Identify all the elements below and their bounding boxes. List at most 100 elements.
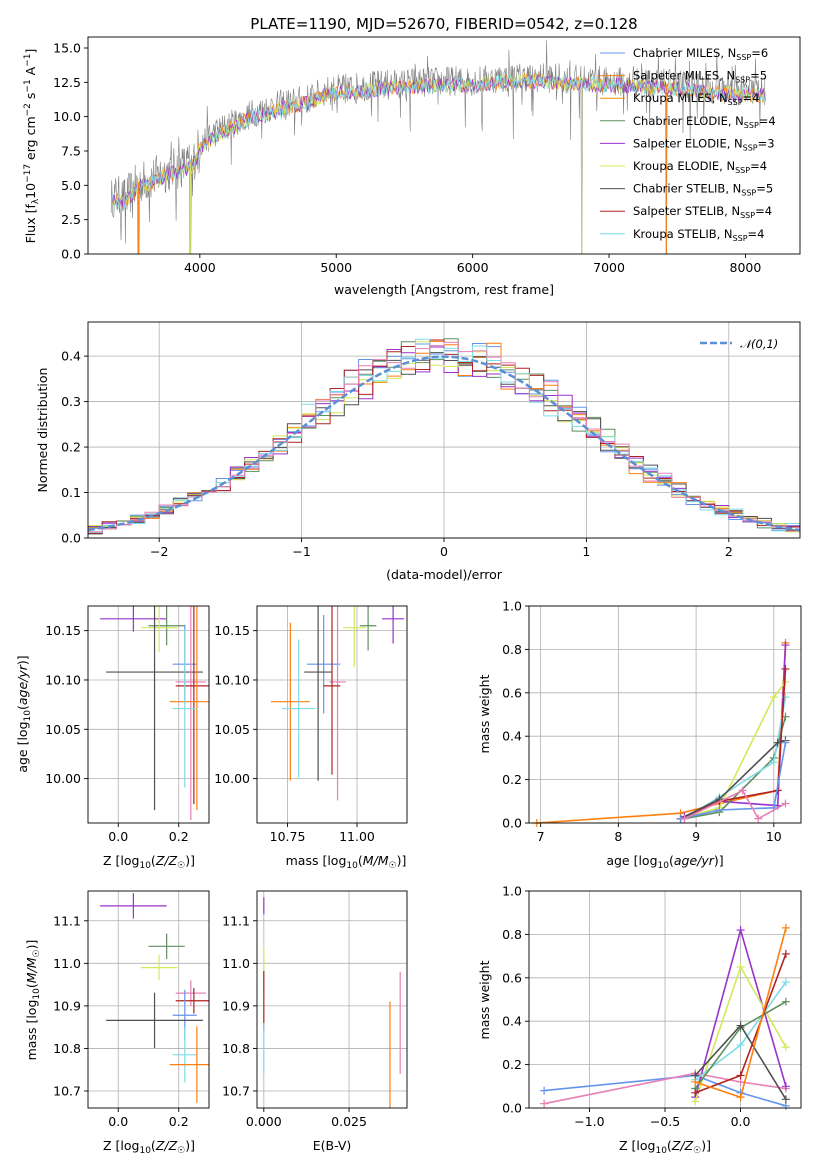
weight-line-pink <box>684 789 786 820</box>
legend-label: Salpeter STELIB, NSSP=4 <box>633 204 772 220</box>
y-tick-label: 0.1 <box>61 485 81 500</box>
legend-count: =5 <box>750 69 767 83</box>
y-tick-label: 5.0 <box>61 178 81 193</box>
weight-marker <box>781 664 790 673</box>
x-tick-label: −2 <box>150 544 168 559</box>
legend-sub: SSP <box>735 76 750 85</box>
weight-marker <box>781 1043 790 1052</box>
legend-label: Chabrier STELIB, NSSP=5 <box>633 182 773 198</box>
weight-marker <box>769 693 778 702</box>
weight-marker <box>781 1095 790 1104</box>
y-tick-label: 0.6 <box>502 970 522 985</box>
weight-marker <box>781 923 790 932</box>
errorbar-points <box>100 893 209 1103</box>
x-tick-label: 7 <box>537 829 545 844</box>
legend-count: =5 <box>756 182 773 196</box>
histogram-pink <box>88 341 800 533</box>
age-vs-metallicity-panel: 0.0 0.2 10.00 10.05 10.10 10.15 Z [log10(Z/Z☉… <box>15 605 210 871</box>
histogram-frame <box>87 321 801 539</box>
weight-marker <box>691 1077 700 1086</box>
weight-z-frame <box>528 890 802 1109</box>
x-tick-label: −1 <box>292 544 310 559</box>
y-tick-label: 0.8 <box>502 927 522 942</box>
y-tick-label: 11.1 <box>222 913 250 928</box>
weight-marker <box>773 738 782 747</box>
normal-legend-label: 𝒩(0,1) <box>740 337 778 351</box>
y-tick-label: 11.1 <box>53 913 81 928</box>
weight-age-ylabel: mass weight <box>477 674 492 753</box>
x-tick-label: 10.75 <box>270 829 306 844</box>
histogram-steps <box>88 338 800 536</box>
y-tick-label: 0.0 <box>61 531 81 546</box>
mass-z-ylabel: mass [log10(M/M☉)] <box>24 940 42 1061</box>
weight-marker <box>754 814 763 823</box>
weight-line-chabrier-miles <box>680 742 787 820</box>
y-tick-label: 7.5 <box>61 143 81 158</box>
weight-line-pink <box>543 1072 787 1105</box>
weight-marker <box>680 814 689 823</box>
weight-marker <box>736 926 745 935</box>
legend-label: Salpeter MILES, NSSP=5 <box>633 69 767 85</box>
weight-age-xlabel: age [log10(age/yr)] <box>606 853 723 871</box>
legend-label: Salpeter ELODIE, NSSP=3 <box>633 136 775 152</box>
y-tick-label: 10.10 <box>45 672 81 687</box>
x-tick-label: 2 <box>725 544 733 559</box>
x-tick-label: 0 <box>440 544 448 559</box>
spectrum-panel: PLATE=1190, MJD=52670, FIBERID=0542, z=0… <box>23 15 801 297</box>
weight-vs-metallicity-panel: −1.0 −0.5 0.0 0.0 0.2 0.4 0.6 0.8 1.0 Z [log10(Z… <box>477 884 802 1156</box>
y-tick-label: 0.8 <box>502 642 522 657</box>
mass-vs-metallicity-panel: 0.0 0.2 10.7 10.8 10.9 11.0 11.1 Z [log10(Z/Z☉… <box>24 890 210 1156</box>
x-tick-label: 10 <box>766 829 782 844</box>
weight-marker <box>715 805 724 814</box>
age-z-ylabel: age [log10(age/yr)] <box>15 655 33 772</box>
spectrum-legend: Chabrier MILES, NSSP=6 Salpeter MILES, NS… <box>600 46 776 243</box>
legend-sub: SSP <box>735 166 750 175</box>
legend-count: =6 <box>751 46 768 60</box>
y-tick-label: 10.7 <box>53 1083 81 1098</box>
y-tick-label: 10.8 <box>53 1041 81 1056</box>
age-z-frame <box>87 605 210 824</box>
normal-curve <box>88 355 800 532</box>
weight-line-kroupa-elodie <box>680 681 787 820</box>
x-tick-label: 0.025 <box>331 1114 367 1129</box>
errorbar-points <box>263 897 401 1108</box>
y-tick-label: 0.0 <box>502 1101 522 1116</box>
weight-line-chabrier-elodie <box>684 716 787 820</box>
weight-marker <box>781 978 790 987</box>
spectrum-ylabel: Flux [fλ10−17 erg cm−2 s−1 A−1] <box>23 49 41 244</box>
spectrum-frame <box>87 36 801 255</box>
x-tick-label: 8 <box>614 829 622 844</box>
x-tick-label: 1 <box>582 544 590 559</box>
weight-marker <box>769 758 778 767</box>
weight-marker <box>736 1093 745 1102</box>
weight-vs-age-panel: 7 8 9 10 0.0 0.2 0.4 0.6 0.8 1.0 age [log10(age/y… <box>477 599 802 871</box>
model-spectrum-salpeter-elodie <box>110 73 767 210</box>
weight-marker <box>736 962 745 971</box>
age-mass-xlabel: mass [log10(M/M☉)] <box>286 853 407 871</box>
mass-ebv-xlabel: E(B-V) <box>313 1138 352 1153</box>
legend-label: Chabrier ELODIE, NSSP=4 <box>633 114 776 130</box>
x-tick-label: −1.0 <box>574 1114 604 1129</box>
weight-z-ylabel: mass weight <box>477 960 492 1039</box>
weight-marker <box>738 786 747 795</box>
legend-sub: SSP <box>741 189 756 198</box>
x-tick-label: 0.0 <box>108 1114 128 1129</box>
y-tick-label: 15.0 <box>53 40 81 55</box>
errorbar-points <box>270 606 405 801</box>
spectrum-xlabel: wavelength [Angstrom, rest frame] <box>334 282 554 297</box>
y-tick-label: 10.9 <box>222 998 250 1013</box>
histogram-xlabel: (data-model)/error <box>386 567 503 582</box>
x-tick-label: 0.0 <box>108 829 128 844</box>
spectrum-title: PLATE=1190, MJD=52670, FIBERID=0542, z=0… <box>250 15 637 33</box>
legend-count: =4 <box>759 114 776 128</box>
weight-marker <box>736 1021 745 1030</box>
legend-sub: SSP <box>733 234 748 243</box>
y-tick-label: 0.4 <box>502 729 522 744</box>
legend-count: =3 <box>758 136 775 150</box>
y-tick-label: 0.3 <box>61 394 81 409</box>
legend-sub: SSP <box>744 121 759 130</box>
x-tick-label: 0.000 <box>246 1114 282 1129</box>
weight-line-salpeter-elodie <box>684 645 787 818</box>
y-tick-label: 0.0 <box>61 247 81 262</box>
